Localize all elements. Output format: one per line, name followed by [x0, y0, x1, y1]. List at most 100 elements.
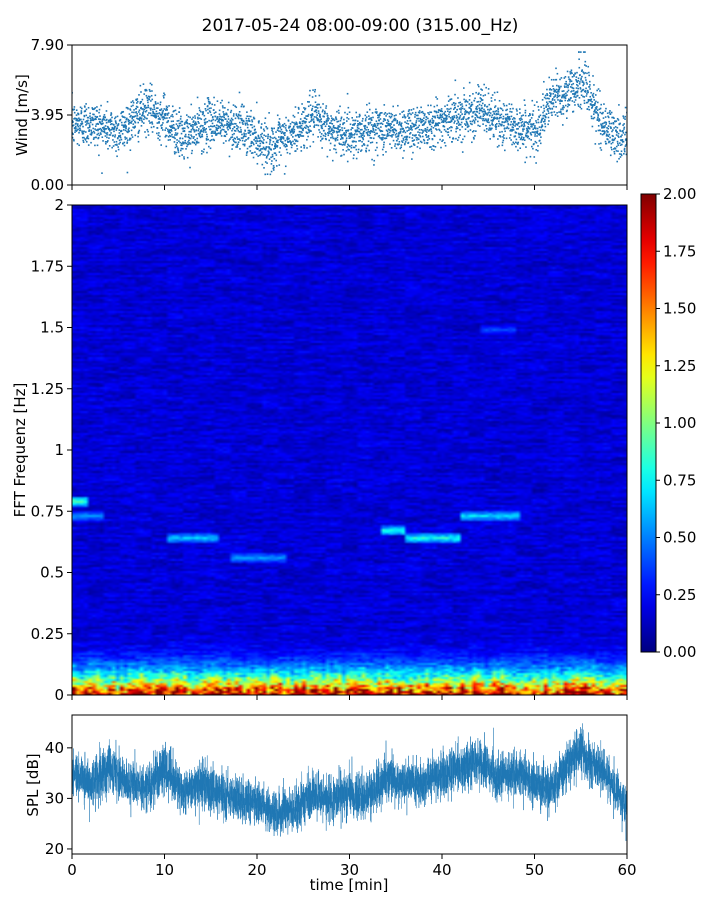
wind-point — [447, 95, 450, 98]
wind-point — [480, 109, 483, 112]
wind-point — [89, 115, 91, 117]
wind-point — [606, 134, 609, 137]
wind-point — [278, 164, 281, 166]
wind-point — [594, 94, 597, 96]
wind-point — [229, 124, 232, 126]
wind-point — [605, 133, 608, 136]
wind-point — [167, 130, 169, 133]
wind-point — [130, 129, 133, 132]
wind-point — [564, 83, 566, 85]
wind-point — [499, 131, 501, 133]
wind-point — [318, 129, 320, 131]
wind-point — [117, 148, 120, 151]
wind-point — [525, 132, 528, 135]
wind-point — [294, 122, 297, 125]
wind-point — [201, 113, 204, 116]
wind-point — [417, 126, 419, 129]
wind-point — [555, 84, 558, 87]
wind-point — [597, 113, 599, 116]
wind-point — [150, 100, 152, 102]
wind-point — [565, 110, 568, 113]
wind-point — [303, 147, 306, 149]
wind-point — [540, 120, 543, 122]
wind-point — [369, 132, 372, 135]
wind-point — [85, 120, 88, 122]
wind-point — [173, 136, 175, 138]
wind-point — [411, 137, 414, 139]
wind-point — [228, 124, 230, 127]
wind-point — [539, 114, 542, 117]
wind-point — [127, 120, 130, 123]
wind-point — [84, 121, 87, 123]
wind-point — [514, 141, 517, 144]
wind-point — [176, 132, 179, 135]
wind-point — [113, 117, 116, 120]
wind-point — [219, 102, 222, 104]
wind-point — [363, 135, 366, 137]
wind-point — [515, 131, 518, 134]
wind-point — [482, 123, 484, 125]
wind-point — [329, 122, 331, 124]
wind-point — [278, 130, 280, 132]
wind-point — [453, 104, 456, 107]
wind-point — [341, 127, 343, 129]
wind-point — [202, 127, 204, 130]
wind-point — [556, 96, 559, 99]
wind-point — [247, 117, 250, 120]
wind-point — [488, 103, 491, 106]
wind-point — [106, 141, 109, 143]
wind-point — [614, 126, 617, 128]
wind-point — [72, 136, 74, 139]
wind-point — [339, 143, 341, 146]
wind-point — [87, 135, 89, 137]
wind-point — [258, 120, 260, 122]
wind-point — [200, 129, 203, 131]
wind-point — [311, 119, 313, 121]
wind-point — [174, 146, 177, 149]
wind-point — [208, 119, 210, 122]
wind-point — [220, 116, 223, 118]
wind-point — [477, 124, 479, 127]
wind-point — [255, 136, 257, 139]
wind-point — [378, 114, 381, 117]
wind-point — [112, 134, 114, 137]
wind-point — [397, 135, 400, 138]
wind-point — [138, 119, 141, 122]
x-axis-label: time [min] — [310, 876, 389, 894]
wind-point — [564, 104, 567, 107]
spectrogram-y-tick-label: 2 — [54, 196, 64, 214]
wind-point — [134, 121, 137, 124]
wind-point — [384, 119, 386, 121]
wind-point — [119, 136, 122, 139]
wind-point — [624, 118, 626, 120]
wind-point — [413, 144, 416, 146]
wind-point — [622, 140, 625, 143]
wind-point — [246, 115, 249, 118]
wind-point — [479, 117, 481, 119]
wind-point — [259, 149, 262, 152]
wind-point — [564, 75, 567, 78]
wind-point — [331, 117, 333, 120]
wind-point — [448, 136, 451, 139]
wind-point — [271, 155, 274, 158]
wind-point — [420, 106, 422, 109]
wind-point — [364, 127, 366, 130]
wind-point — [557, 91, 560, 93]
wind-point — [532, 122, 535, 125]
wind-point — [262, 146, 265, 149]
wind-point — [483, 83, 485, 86]
wind-point — [212, 118, 215, 121]
wind-point — [180, 132, 183, 135]
wind-point — [214, 132, 216, 135]
wind-point — [116, 155, 118, 158]
wind-point — [96, 115, 99, 118]
wind-point — [446, 110, 449, 113]
wind-point — [155, 115, 157, 117]
wind-point — [368, 149, 370, 152]
wind-point — [202, 131, 205, 133]
wind-point — [494, 125, 497, 127]
wind-point — [167, 112, 170, 114]
wind-point — [359, 123, 361, 126]
wind-point — [128, 113, 131, 115]
wind-point — [149, 82, 152, 85]
